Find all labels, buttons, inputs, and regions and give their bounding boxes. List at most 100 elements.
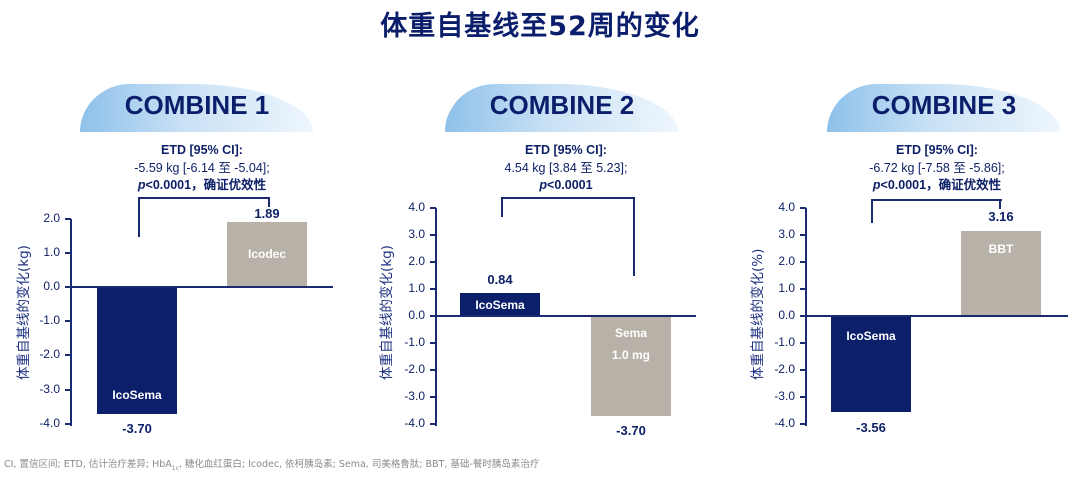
- zero-baseline: [436, 315, 696, 317]
- y-tick: [65, 320, 71, 322]
- etd-annotation: ETD [95% CI]: -6.72 kg [-7.58 至 -5.86]; …: [807, 142, 1067, 195]
- y-tick: [65, 389, 71, 391]
- footnote-text: CI, 置信区间; ETD, 估计治疗差异; HbA: [4, 459, 172, 470]
- bar-label: BBT: [988, 242, 1014, 256]
- y-tick: [430, 396, 436, 398]
- zero-baseline: [806, 315, 1068, 317]
- y-tick-label: 0.0: [778, 308, 795, 322]
- y-tick: [430, 207, 436, 209]
- etd-value: -5.59 kg [-6.14 至 -5.04];: [134, 160, 270, 175]
- significance-bracket-right: [999, 199, 1001, 209]
- p-value: p<0.0001: [436, 177, 696, 195]
- y-tick: [65, 354, 71, 356]
- etd-heading: ETD [95% CI]:: [896, 143, 978, 157]
- y-tick-label: 2.0: [43, 211, 60, 225]
- y-tick-label: 2.0: [778, 254, 795, 268]
- y-tick: [65, 286, 71, 288]
- bar-value-label: 0.84: [487, 272, 513, 287]
- y-tick-label: 0.0: [408, 308, 425, 322]
- significance-bracket: [138, 197, 270, 237]
- p-value: p<0.0001，确证优效性: [72, 177, 332, 195]
- y-tick-label: -4.0: [39, 416, 60, 430]
- p-value-text: <0.0001，确证优效性: [145, 178, 267, 192]
- panel-title: COMBINE 2: [489, 90, 635, 120]
- etd-value: -6.72 kg [-7.58 至 -5.86];: [869, 160, 1005, 175]
- y-tick-label: -3.0: [774, 389, 795, 403]
- y-tick-label: -1.0: [404, 335, 425, 349]
- bar-icodec: [227, 222, 307, 287]
- y-tick: [800, 369, 806, 371]
- y-tick-label: 2.0: [408, 254, 425, 268]
- p-value-text: <0.0001: [547, 178, 593, 192]
- panel-title: COMBINE 3: [871, 90, 1017, 120]
- y-tick-label: 4.0: [778, 200, 795, 214]
- bar-value-label: 1.89: [254, 206, 280, 221]
- etd-heading: ETD [95% CI]:: [525, 143, 607, 157]
- etd-heading: ETD [95% CI]:: [161, 143, 243, 157]
- zero-baseline: [71, 286, 333, 288]
- p-symbol: p: [872, 178, 881, 192]
- y-tick: [800, 207, 806, 209]
- y-tick-label: 4.0: [408, 200, 425, 214]
- bar-label: Icodec: [247, 247, 286, 261]
- p-symbol: p: [137, 178, 146, 192]
- bar-value-label: -3.56: [856, 420, 886, 435]
- y-tick-label: 3.0: [408, 227, 425, 241]
- y-tick-label: -4.0: [404, 416, 425, 430]
- y-tick-label: 3.0: [778, 227, 795, 241]
- bar-value-label: 3.16: [988, 209, 1014, 224]
- p-value-text: <0.0001，确证优效性: [880, 178, 1002, 192]
- footnote-subscript: 1c: [171, 464, 179, 472]
- y-tick-label: 0.0: [43, 279, 60, 293]
- bar-value-label: -3.70: [616, 423, 646, 438]
- bar-value-label: -3.70: [122, 421, 152, 436]
- y-tick: [430, 369, 436, 371]
- y-tick: [430, 423, 436, 425]
- y-tick: [800, 261, 806, 263]
- y-axis: [805, 208, 807, 426]
- y-axis: [435, 208, 437, 426]
- y-tick: [800, 423, 806, 425]
- significance-bracket: [871, 199, 1002, 223]
- y-tick-label: -4.0: [774, 416, 795, 430]
- y-tick-label: -2.0: [39, 347, 60, 361]
- y-tick: [430, 342, 436, 344]
- footnote-text-cont: , 糖化血红蛋白; Icodec, 依柯胰岛素; Sema, 司美格鲁肽; BB…: [178, 459, 540, 470]
- y-tick-label: -3.0: [39, 382, 60, 396]
- bar-label: IcoSema: [112, 388, 162, 402]
- y-tick-label: -2.0: [774, 362, 795, 376]
- y-tick-label: -3.0: [404, 389, 425, 403]
- significance-bracket-right: [633, 197, 635, 276]
- bar-label: IcoSema: [475, 298, 525, 312]
- p-value: p<0.0001，确证优效性: [807, 177, 1067, 195]
- y-tick: [800, 234, 806, 236]
- y-tick: [430, 261, 436, 263]
- bar-label: Sema: [614, 326, 648, 340]
- p-symbol: p: [539, 178, 548, 192]
- y-tick-label: -1.0: [39, 313, 60, 327]
- bar-icosema: [831, 316, 911, 412]
- y-tick: [65, 252, 71, 254]
- page-title: 体重自基线至52周的变化: [380, 11, 700, 42]
- bar-icosema: [460, 293, 540, 316]
- bar-sema: [591, 316, 671, 416]
- y-tick: [430, 288, 436, 290]
- bar-bbt: [961, 231, 1041, 316]
- y-tick-label: 1.0: [43, 245, 60, 259]
- y-tick: [800, 315, 806, 317]
- y-tick: [800, 396, 806, 398]
- bar-label: IcoSema: [846, 329, 896, 343]
- etd-annotation: ETD [95% CI]: -5.59 kg [-6.14 至 -5.04]; …: [72, 142, 332, 195]
- significance-bracket: [501, 197, 634, 217]
- y-tick-label: -2.0: [404, 362, 425, 376]
- bar-label-dose: 1.0 mg: [611, 348, 650, 362]
- etd-value: 4.54 kg [3.84 至 5.23];: [504, 160, 628, 175]
- footnote: CI, 置信区间; ETD, 估计治疗差异; HbA1c, 糖化血红蛋白; Ic…: [4, 456, 539, 472]
- significance-bracket-right: [268, 197, 270, 207]
- y-tick: [430, 315, 436, 317]
- y-tick: [65, 218, 71, 220]
- y-axis: [70, 219, 72, 426]
- y-tick: [65, 423, 71, 425]
- y-tick: [430, 234, 436, 236]
- y-tick: [800, 342, 806, 344]
